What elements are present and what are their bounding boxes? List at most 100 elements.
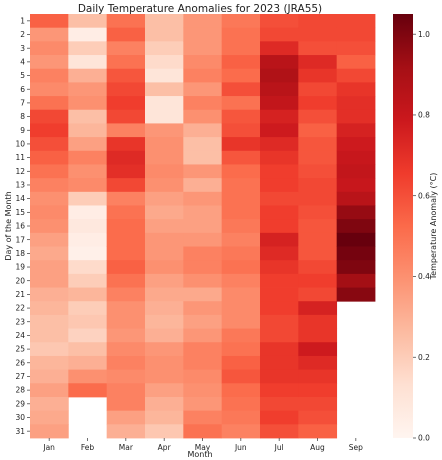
heatmap-cell-jan-21 [30,287,69,302]
y-tick-label: 16 [15,222,25,231]
y-tick-label: 13 [15,181,25,190]
heatmap-cell-jul-9 [260,123,299,138]
heatmap-cell-jul-8 [260,109,299,124]
heatmap-cell-jun-8 [221,109,261,124]
heatmap-cell-jun-24 [221,328,261,343]
heatmap-cell-feb-26 [68,355,108,371]
heatmap-cell-mar-23 [106,314,146,329]
heatmap-cell-feb-21 [68,287,108,302]
heatmap-cell-jun-30 [221,410,261,425]
x-tick-label: Jan [42,443,55,452]
heatmap-cell-jan-1 [30,14,69,29]
colorbar-tick-label: 1.0 [418,30,430,39]
heatmap-cell-aug-30 [298,410,338,425]
heatmap-cell-apr-21 [145,287,184,302]
heatmap-cell-may-16 [183,219,223,234]
heatmap-cell-apr-30 [145,410,184,425]
heatmap-cell-mar-17 [106,232,146,247]
heatmap-cell-jul-7 [260,96,299,111]
heatmap-cell-apr-29 [145,396,184,412]
heatmap-cell-mar-10 [106,137,146,152]
heatmap-cell-apr-5 [145,68,184,83]
heatmap-cell-sep-15 [336,205,376,220]
heatmap-cell-mar-24 [106,328,146,343]
heatmap-cell-may-1 [183,14,223,29]
heatmap-cell-jan-20 [30,273,69,288]
heatmap-cell-may-17 [183,232,223,247]
heatmap-cell-apr-24 [145,328,184,343]
heatmap-cell-jun-20 [221,273,261,288]
heatmap-cell-aug-5 [298,68,338,83]
heatmap-cell-aug-3 [298,41,338,56]
heatmap-cell-may-3 [183,41,223,56]
x-tick-label: Feb [81,443,95,452]
heatmap-cell-feb-24 [68,328,108,343]
heatmap-cell-mar-9 [106,123,146,138]
colorbar-tick-label: 0.0 [418,434,430,443]
x-axis-ticks: Jan Feb Mar Apr May Jun Jul Aug Sep [42,438,363,452]
heatmap-cell-apr-12 [145,164,184,179]
colorbar-tick-label: 0.6 [418,191,430,200]
heatmap-cell-aug-7 [298,96,338,111]
heatmap-cell-jun-22 [221,301,261,316]
heatmap-cell-jul-11 [260,150,299,165]
heatmap-cell-jul-23 [260,314,299,329]
heatmap-cell-mar-11 [106,150,146,165]
heatmap-cell-jul-15 [260,205,299,220]
heatmap-cell-jun-14 [221,191,261,206]
heatmap-cell-apr-27 [145,369,184,384]
heatmap-cell-may-27 [183,369,223,384]
heatmap-cell-jan-25 [30,342,69,357]
y-tick-label: 12 [15,167,25,176]
heatmap-cell-may-9 [183,123,223,138]
heatmap-cell-feb-15 [68,205,108,220]
y-tick-label: 31 [15,427,25,436]
heatmap-cell-aug-17 [298,232,338,247]
heatmap-cell-sep-10 [336,137,376,152]
heatmap-cell-aug-13 [298,178,338,193]
y-tick-label: 28 [15,386,25,395]
heatmap-cell-mar-22 [106,301,146,316]
heatmap-cell-apr-4 [145,55,184,70]
heatmap-cell-may-29 [183,396,223,412]
heatmap-cell-jun-13 [221,178,261,193]
y-tick-label: 11 [15,153,25,162]
heatmap-cell-jul-16 [260,219,299,234]
heatmap-cell-jun-19 [221,260,261,275]
heatmap-cell-jul-2 [260,27,299,42]
y-tick-label: 15 [15,208,25,217]
heatmap-cell-jun-26 [221,355,261,371]
colorbar-tick-label: 0.4 [418,272,430,281]
heatmap-cell-jun-25 [221,342,261,357]
heatmap-cell-may-13 [183,178,223,193]
heatmap-cell-may-28 [183,383,223,398]
heatmap-cell-may-8 [183,109,223,124]
heatmap-cell-jan-28 [30,383,69,398]
heatmap-cell-jan-31 [30,424,69,439]
heatmap-cell-jul-19 [260,260,299,275]
heatmap-cell-aug-1 [298,14,338,29]
heatmap-cell-aug-4 [298,55,338,70]
heatmap-cell-mar-4 [106,55,146,70]
heatmap-cell-feb-5 [68,68,108,83]
heatmap-cell-jan-24 [30,328,69,343]
heatmap-cell-sep-6 [336,82,376,97]
x-axis-label: Month [187,450,212,459]
heatmap-cell-may-31 [183,424,223,439]
heatmap-cell-sep-8 [336,109,376,124]
heatmap-cell-jan-19 [30,260,69,275]
heatmap-cell-may-6 [183,82,223,97]
heatmap-cell-jul-25 [260,342,299,357]
heatmap-cell-apr-28 [145,383,184,398]
x-tick-label: Jun [234,443,247,452]
heatmap-cell-jul-6 [260,82,299,97]
heatmap-cell-mar-12 [106,164,146,179]
heatmap-cell-jul-3 [260,41,299,56]
heatmap-cell-jul-27 [260,369,299,384]
heatmap-cell-jun-1 [221,14,261,29]
heatmap-cell-jan-5 [30,68,69,83]
heatmap-cell-mar-7 [106,96,146,111]
heatmap-cell-feb-2 [68,27,108,42]
colorbar-label: Temperature Anomaly (°C) [429,173,438,281]
heatmap-cell-jul-20 [260,273,299,288]
